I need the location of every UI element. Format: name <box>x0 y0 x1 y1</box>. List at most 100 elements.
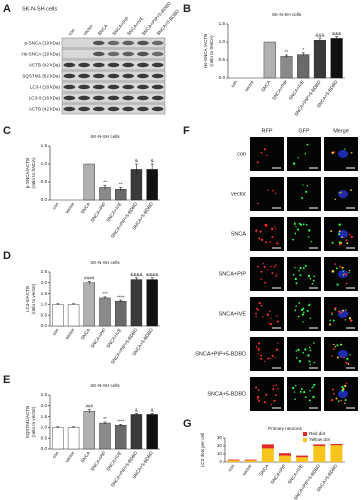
micrograph <box>287 377 321 411</box>
puncta <box>258 237 261 240</box>
blot-band <box>107 73 120 79</box>
puncta <box>294 232 297 235</box>
puncta <box>271 236 274 239</box>
puncta <box>298 360 302 363</box>
puncta <box>265 241 267 244</box>
row-label: con <box>237 151 246 157</box>
row-label: SNCA+5-BDBD <box>207 391 246 397</box>
blot-band <box>151 40 164 46</box>
puncta <box>309 277 312 280</box>
puncta <box>302 223 305 226</box>
blot-band <box>107 106 120 112</box>
puncta <box>309 364 311 366</box>
bar <box>130 279 143 327</box>
significance: *** <box>102 291 108 296</box>
y-tick-label: 0.0 <box>41 197 48 202</box>
puncta <box>267 189 269 191</box>
blot-band <box>63 106 76 112</box>
significance: #### <box>84 276 95 281</box>
puncta <box>334 198 336 201</box>
blot-row-label: LC3-II (16 kDa) <box>29 96 61 101</box>
blot-row-label: SQSTM1 (62 kDa) <box>22 74 60 79</box>
blot-row-label: ACTB (42 kDa) <box>29 63 61 68</box>
puncta <box>273 226 275 228</box>
significance: ** <box>103 179 107 184</box>
y-tick-label: 0.5 <box>41 179 48 184</box>
x-tick-label: con <box>51 450 60 459</box>
puncta <box>341 385 344 389</box>
puncta <box>350 189 352 192</box>
puncta <box>255 315 257 318</box>
y-axis-label: LC3-II/ACTB <box>25 286 30 312</box>
blot-band <box>63 73 76 79</box>
puncta <box>344 319 347 321</box>
blot-band <box>63 84 76 90</box>
panel-letter: D <box>3 250 11 262</box>
puncta <box>269 241 272 243</box>
row-label: vector <box>231 191 246 197</box>
puncta <box>349 233 351 236</box>
puncta <box>331 312 333 314</box>
blot-band <box>122 95 135 101</box>
y-axis-label: (ratio to vector) <box>31 406 36 437</box>
micrograph <box>250 217 284 251</box>
puncta <box>257 202 259 205</box>
blot-band <box>137 84 149 90</box>
y-axis-label: (ratio to vector) <box>31 283 36 314</box>
puncta <box>302 307 305 310</box>
puncta <box>345 361 348 364</box>
puncta <box>274 264 277 267</box>
puncta <box>276 320 279 323</box>
puncta <box>304 396 307 398</box>
puncta <box>269 323 272 326</box>
panel-letter: F <box>183 125 190 137</box>
blot-band <box>107 40 120 46</box>
puncta <box>348 317 352 320</box>
bar <box>130 414 143 450</box>
blot-band <box>78 106 90 112</box>
y-tick-label: 10 <box>217 451 223 456</box>
blot-band <box>137 106 149 112</box>
x-tick-label: vector <box>244 79 256 93</box>
y-axis-label: (ratio to SNCA) <box>31 157 36 189</box>
y-axis-label: LC3 dots per cell <box>200 433 205 467</box>
x-tick-label: SNCA+IVE <box>105 450 122 472</box>
puncta <box>274 192 277 195</box>
legend-label: Yellow dot <box>309 437 330 442</box>
bar <box>99 297 111 327</box>
puncta <box>341 236 344 239</box>
puncta <box>270 317 272 320</box>
panel-letter: E <box>3 374 10 386</box>
blot-band <box>122 51 135 57</box>
micrograph <box>287 217 321 251</box>
puncta <box>297 315 300 318</box>
puncta <box>351 236 353 239</box>
puncta <box>266 154 268 157</box>
bar-segment <box>296 455 309 458</box>
puncta <box>350 319 353 322</box>
puncta <box>269 310 271 312</box>
micrograph <box>250 337 284 371</box>
y-axis-label: SQSTM1/ACTB <box>25 406 30 438</box>
puncta <box>334 345 337 348</box>
x-tick-label: SNCA+IVE <box>288 79 305 101</box>
puncta <box>292 162 296 165</box>
puncta <box>333 343 335 346</box>
y-tick-label: 0.5 <box>41 312 48 317</box>
puncta <box>345 282 348 285</box>
puncta <box>313 383 316 386</box>
puncta <box>338 223 341 226</box>
puncta <box>329 319 332 322</box>
y-axis-label: (ratio to SNCA) <box>209 35 214 67</box>
y-tick-label: 1.5 <box>41 143 48 148</box>
blot-band <box>151 95 164 101</box>
puncta <box>294 277 297 281</box>
puncta <box>331 313 333 316</box>
puncta <box>335 397 338 400</box>
nucleus <box>338 190 348 198</box>
puncta <box>256 265 259 268</box>
puncta <box>264 281 267 284</box>
puncta <box>265 393 268 396</box>
puncta <box>331 398 334 402</box>
x-tick-label: vector <box>64 327 76 341</box>
